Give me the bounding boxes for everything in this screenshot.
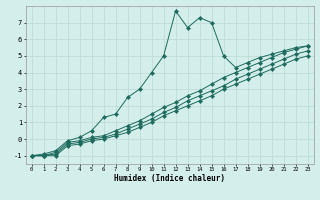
X-axis label: Humidex (Indice chaleur): Humidex (Indice chaleur)	[114, 174, 225, 183]
